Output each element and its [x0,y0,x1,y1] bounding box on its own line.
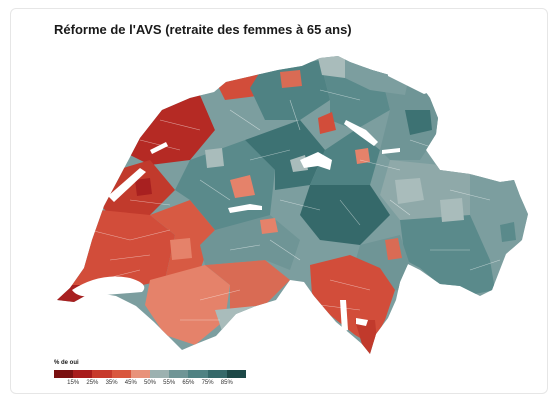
lake-lugano [356,318,368,326]
region-schaffhausen [318,56,345,78]
commune-patch [260,218,278,234]
legend-tick-label: 25% [86,380,99,386]
region-appenzell [405,110,432,135]
region-lucerne [245,120,325,190]
commune-patch [135,178,152,196]
commune-patch [280,70,302,88]
lake-walen [382,148,400,154]
commune-borders [89,89,501,321]
legend-tick-label: 45% [124,380,137,386]
region-valais-mid [205,260,290,310]
legend-swatch [130,370,150,378]
legend-swatch [188,370,208,378]
legend-ticks: 15% 25% 35% 45% 50% 55% 65% 75% 85% [54,380,246,390]
commune-patch [170,238,192,260]
legend-swatch [73,370,93,378]
chart-title: Réforme de l'AVS (retraite des femmes à … [54,22,352,37]
legend-title: % de oui [54,360,79,366]
commune-patch [230,175,255,198]
lake-geneva [72,276,145,297]
region-valais-east [215,305,265,340]
lake-zurich [344,120,378,146]
lake-thun-brienz [228,204,262,213]
lake-constance [388,72,430,94]
legend-tick-label: 75% [201,380,214,386]
legend-color-scale [54,370,246,378]
legend-swatch [92,370,112,378]
legend-swatch [207,370,227,378]
legend-swatch [54,370,74,378]
legend-tick-label: 85% [220,380,233,386]
lake-neuchatel [108,168,146,202]
commune-patch [500,222,516,242]
lake-lucerne [300,152,332,170]
legend-tick-label: 15% [67,380,80,386]
region-graubunden-south [400,215,495,295]
commune-patch [385,238,402,260]
commune-patch [205,148,224,168]
legend-swatch [169,370,189,378]
region-zug-schwyz [310,130,380,190]
lake-biel [150,142,168,154]
commune-patch [440,198,464,222]
region-ticino-south [355,320,378,354]
region-aargau [250,60,330,120]
commune-patch [355,148,370,164]
legend-tick-label: 50% [143,380,157,386]
commune-patch [318,112,336,134]
legend-swatch [111,370,131,378]
region-uri-glarus [300,185,390,245]
legend-swatch [149,370,170,378]
commune-patch [395,178,424,204]
region-bern [175,140,275,240]
region-solothurn [200,88,265,140]
legend-tick-label: 55% [163,380,176,386]
legend-tick-label: 35% [105,380,118,386]
region-valais-west [145,265,230,345]
legend-swatch [226,370,246,378]
legend-tick-label: 65% [182,380,195,386]
